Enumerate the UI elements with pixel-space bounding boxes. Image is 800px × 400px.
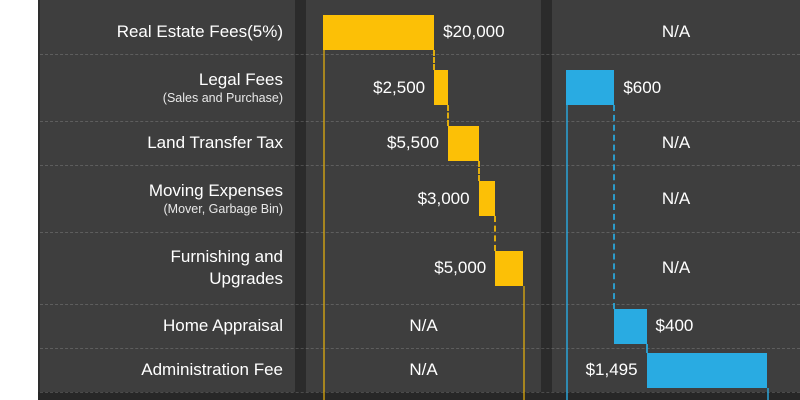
value-label: $1,495 (585, 360, 638, 379)
category-label-block: Land Transfer Tax (40, 121, 295, 165)
category-label: Legal Fees (198, 69, 283, 89)
na-label: N/A (409, 360, 438, 379)
bar (323, 14, 435, 50)
bar (434, 70, 448, 105)
connector-line (433, 49, 436, 70)
value-label: $5,000 (434, 258, 487, 277)
bar (646, 352, 767, 388)
column-separator-left (295, 0, 306, 400)
connector-line (645, 343, 648, 353)
category-label: Home Appraisal (162, 315, 283, 335)
na-label: N/A (661, 188, 691, 208)
column-separator-right (541, 0, 552, 400)
value-label: $3,000 (417, 188, 470, 208)
category-label-block: Administration Fee (40, 348, 295, 392)
category-sublabel: (Sales and Purchase) (162, 90, 283, 105)
row-separator (40, 54, 800, 55)
bar (566, 70, 615, 105)
category-label-block: Moving Expenses (Mover, Garbage Bin) (40, 165, 295, 232)
row-separator (40, 304, 800, 305)
category-label-block: Furnishing and Upgrades (40, 232, 295, 304)
category-label: Furnishing and Upgrades (170, 246, 283, 288)
row-separator (40, 348, 800, 349)
row-separator (40, 392, 800, 393)
waterfall-start-line (323, 49, 325, 400)
cumulative-end-line (767, 387, 769, 400)
value-label: $20,000 (443, 22, 505, 41)
waterfall-start-line (566, 105, 568, 400)
bottom-band (38, 392, 800, 400)
cumulative-end-line (523, 285, 525, 400)
category-label-block: Home Appraisal (40, 304, 295, 348)
category-label-block: Real Estate Fees(5%) (40, 5, 295, 59)
na-label: N/A (409, 316, 438, 335)
category-label-block: Legal Fees (Sales and Purchase) (40, 54, 295, 121)
value-label: $600 (623, 77, 662, 97)
value-label: $5,500 (387, 133, 439, 152)
category-sublabel: (Mover, Garbage Bin) (163, 201, 284, 216)
bar (495, 250, 523, 286)
connector-line (477, 160, 480, 181)
category-label: Land Transfer Tax (147, 132, 283, 152)
value-label: $2,500 (373, 77, 426, 97)
connector-line (494, 216, 497, 251)
bar (448, 125, 479, 161)
connector-line (613, 105, 616, 309)
na-label: N/A (661, 22, 691, 41)
category-label: Administration Fee (141, 359, 283, 379)
category-label: Moving Expenses (148, 180, 283, 200)
chart-panel (38, 0, 800, 400)
na-label: N/A (661, 133, 691, 152)
bar (614, 308, 647, 344)
category-label: Real Estate Fees(5%) (116, 21, 283, 41)
row-separator (40, 165, 800, 166)
bar (478, 181, 496, 216)
connector-line (447, 105, 449, 126)
row-separator (40, 232, 800, 233)
na-label: N/A (661, 258, 691, 277)
value-label: $400 (655, 316, 694, 335)
row-separator (40, 121, 800, 122)
